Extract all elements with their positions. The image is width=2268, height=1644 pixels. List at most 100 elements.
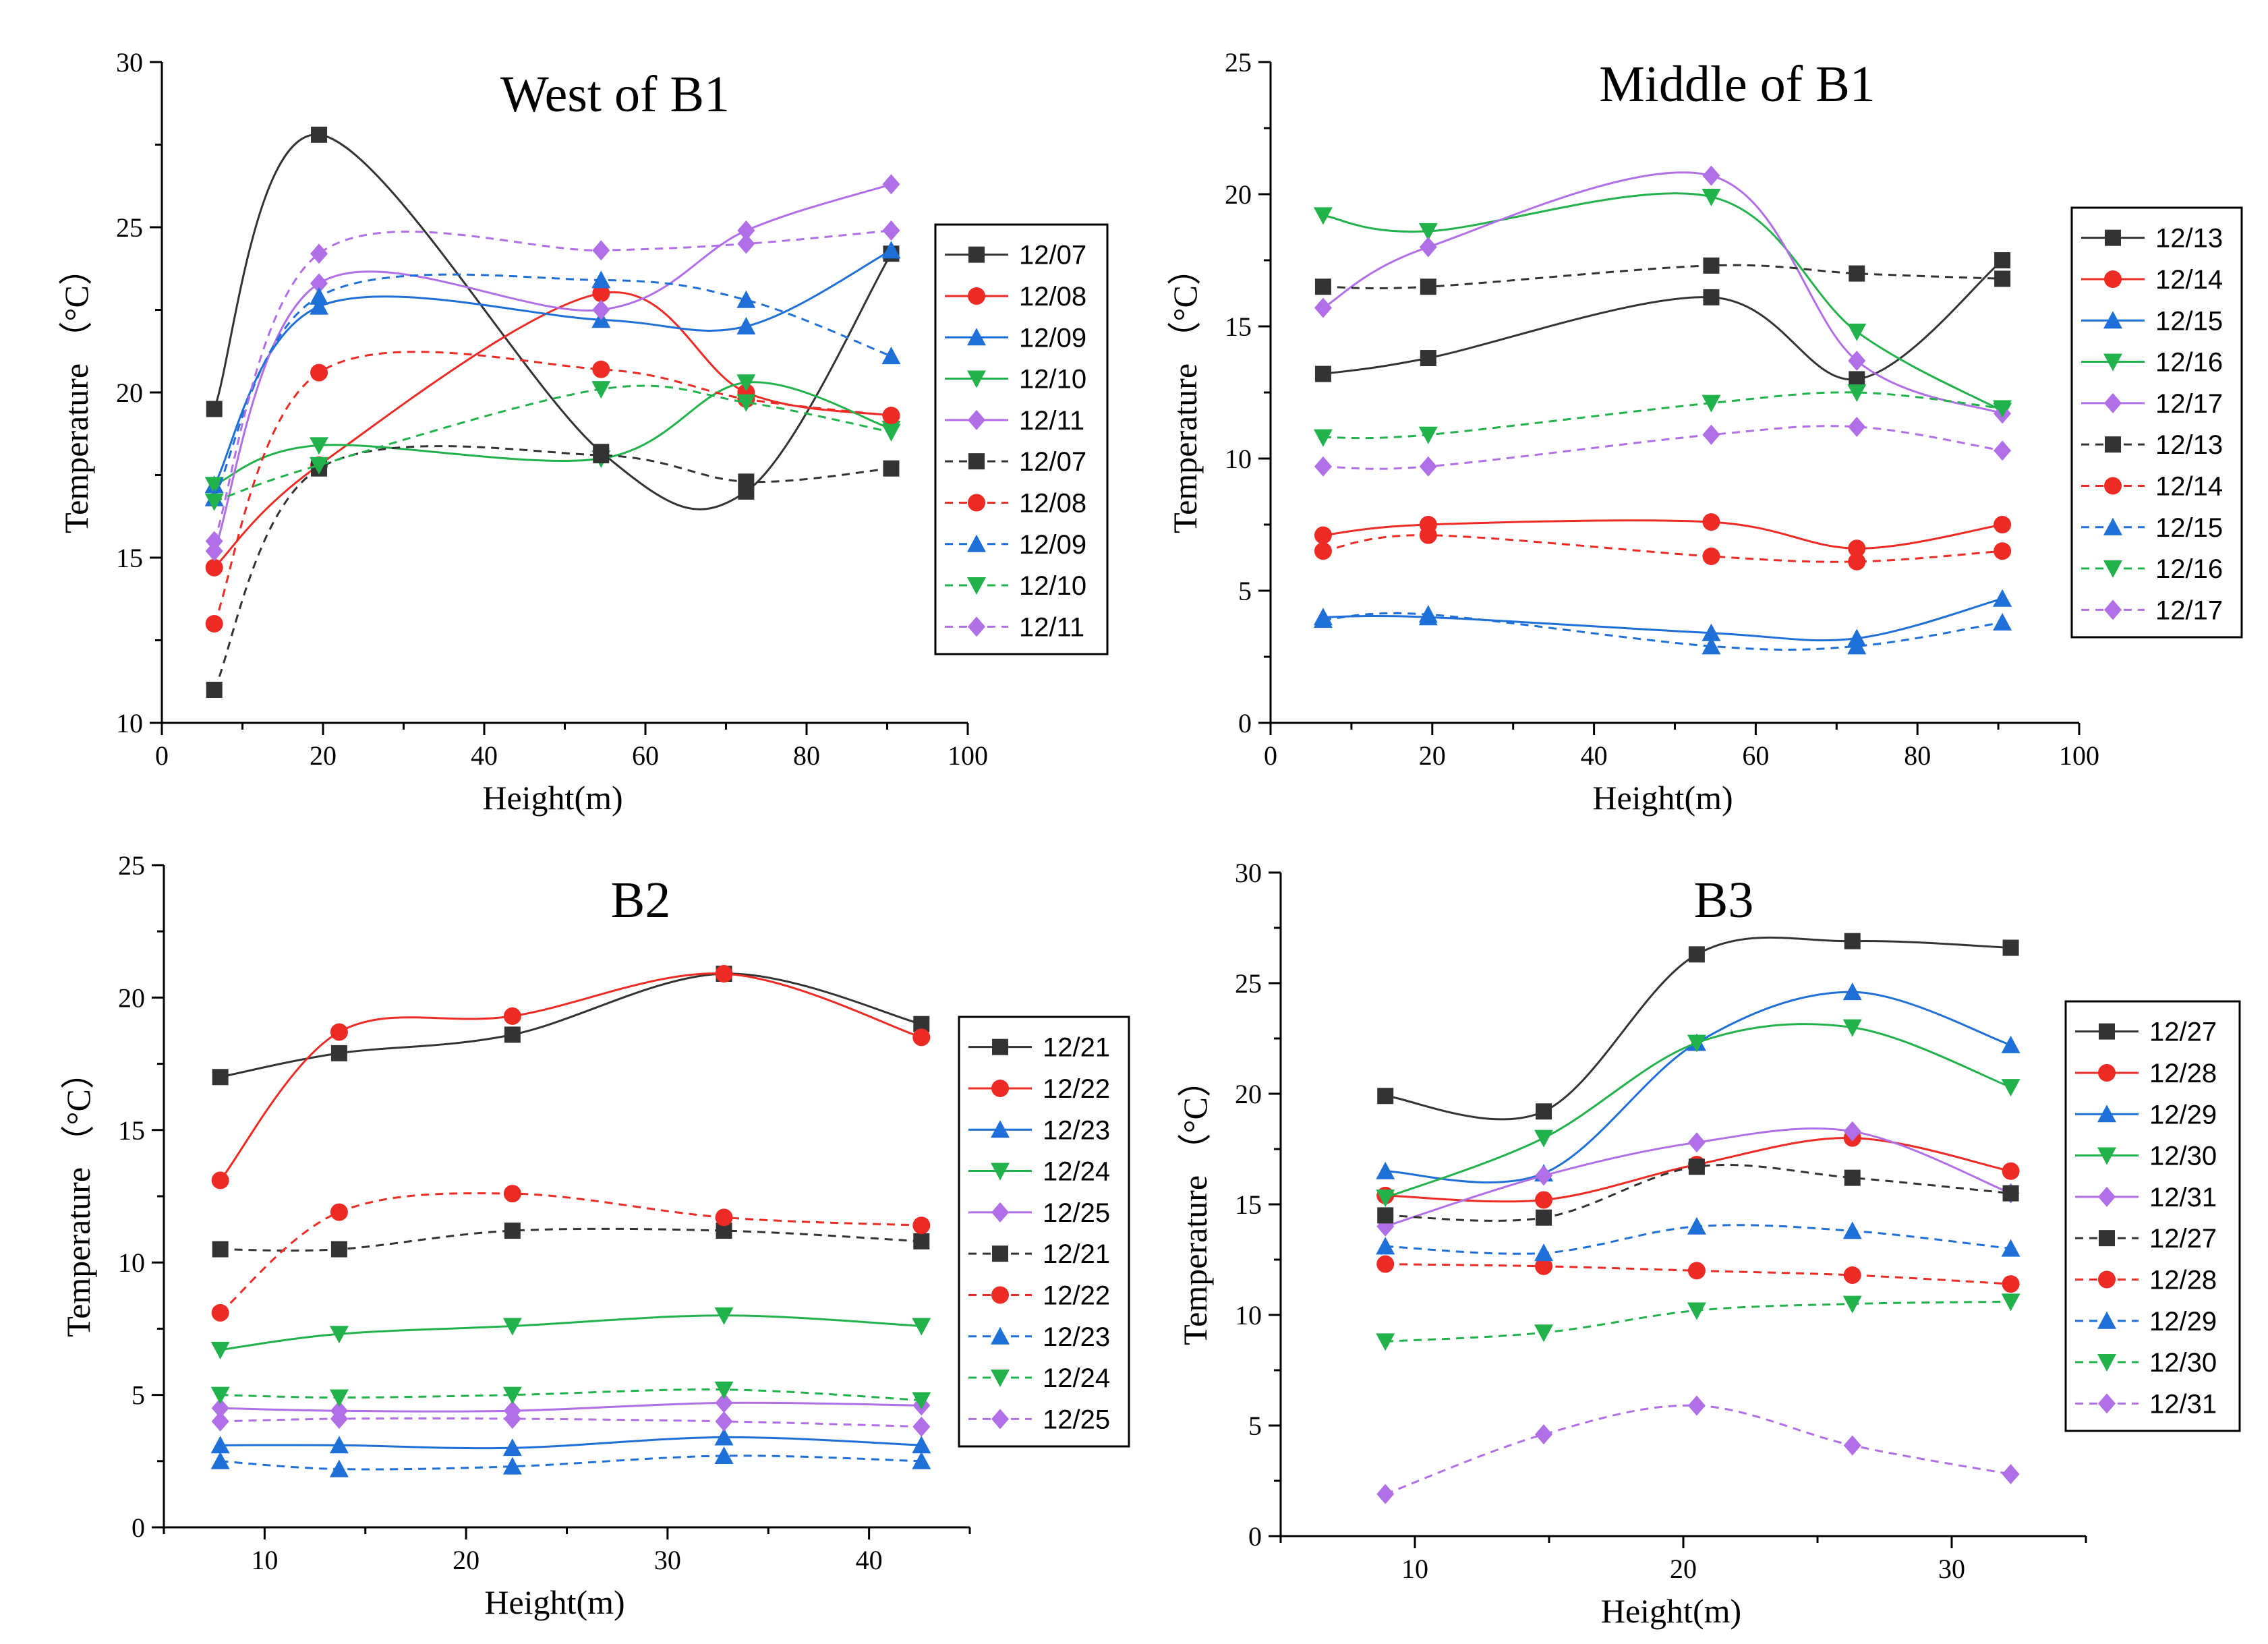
data-point — [1994, 542, 2012, 560]
data-point — [1702, 424, 1720, 445]
legend-label: 12/24 — [1043, 1363, 1110, 1393]
data-point — [714, 1446, 734, 1464]
legend-label: 12/25 — [1043, 1198, 1110, 1228]
x-tick-label: 100 — [2059, 740, 2099, 771]
y-tick-label: 25 — [1235, 968, 1262, 999]
legend-label: 12/13 — [2155, 224, 2223, 254]
data-point — [1847, 384, 1867, 402]
series-line-12-21 — [220, 972, 922, 1078]
series-line-12-22-dashed — [219, 1192, 922, 1314]
data-point — [310, 243, 328, 264]
data-point — [1536, 1209, 1552, 1226]
data-point — [502, 1386, 522, 1405]
data-point — [1376, 1484, 1395, 1504]
data-point — [1687, 1302, 1706, 1320]
data-point — [1702, 188, 1721, 206]
data-point — [1376, 1333, 1395, 1351]
legend-label: 12/29 — [2149, 1100, 2217, 1129]
series-line-12-31-dashed — [1385, 1404, 2011, 1496]
series-line-12-16-dashed — [1322, 391, 2003, 440]
data-point — [2001, 1293, 2020, 1312]
y-tick-label: 10 — [116, 708, 143, 738]
chart-title: Middle of B1 — [1599, 56, 1876, 113]
data-point — [1534, 1243, 1554, 1262]
data-point — [1314, 278, 1331, 295]
data-point — [715, 1208, 733, 1227]
x-tick-label: 40 — [856, 1545, 883, 1575]
legend-label: 12/14 — [2155, 471, 2223, 501]
x-tick-label: 40 — [1581, 740, 1608, 771]
data-point — [736, 317, 756, 334]
series-line-12-08-dashed — [213, 351, 892, 624]
series-line-12-23-dashed — [220, 1455, 922, 1471]
y-tick-label: 5 — [132, 1380, 145, 1411]
data-point — [1993, 400, 2012, 418]
data-point — [1843, 1435, 1861, 1456]
data-point — [736, 374, 756, 392]
legend-marker — [2098, 1393, 2116, 1414]
y-tick-label: 20 — [1235, 1079, 1262, 1109]
series-line-12-24-dashed — [220, 1388, 922, 1401]
series-line-12-21-dashed — [220, 1227, 922, 1252]
legend-label: 12/31 — [2149, 1389, 2217, 1419]
data-point — [329, 1389, 349, 1407]
data-point — [912, 1028, 931, 1047]
data-point — [1847, 323, 1867, 341]
data-point — [1847, 637, 1867, 655]
y-tick-label: 0 — [1238, 708, 1252, 738]
data-point — [1376, 1237, 1395, 1255]
legend-label: 12/10 — [1019, 365, 1086, 394]
series-line-12-07-dashed — [213, 445, 892, 691]
legend-label: 12/13 — [2155, 430, 2223, 460]
chart-title: B3 — [1694, 872, 1754, 929]
data-point — [1702, 548, 1720, 566]
data-point — [2001, 1239, 2020, 1257]
legend-label: 12/08 — [1019, 488, 1086, 518]
y-tick-label: 5 — [1248, 1411, 1262, 1441]
legend-marker — [991, 1326, 1010, 1345]
data-point — [1842, 1295, 1862, 1314]
legend: 12/21 12/22 12/23 12/24 12/25 12/21 12/22 12/23… — [958, 1016, 1130, 1448]
legend-marker — [2099, 1230, 2115, 1247]
data-point — [1534, 1324, 1554, 1343]
legend-marker — [968, 453, 985, 470]
legend-label: 12/28 — [2149, 1059, 2217, 1088]
data-point — [1419, 456, 1437, 477]
series-line-12-07 — [213, 134, 892, 510]
series-line-12-13-dashed — [1322, 264, 2003, 290]
legend-marker — [992, 1245, 1008, 1262]
data-point — [502, 1318, 522, 1336]
x-tick-label: 30 — [1938, 1554, 1965, 1584]
x-axis-label: Height(m) — [482, 779, 622, 817]
legend-marker — [2105, 436, 2121, 453]
data-point — [206, 401, 223, 417]
legend-marker — [967, 534, 986, 552]
legend-marker — [991, 1202, 1009, 1223]
data-point — [2002, 1185, 2019, 1202]
legend-label: 12/15 — [2155, 513, 2223, 543]
legend-marker — [991, 1120, 1010, 1138]
data-point — [1535, 1165, 1553, 1186]
legend-label: 12/16 — [2155, 554, 2223, 584]
legend-marker — [991, 1163, 1010, 1181]
data-point — [1420, 278, 1436, 295]
data-point — [1536, 1103, 1552, 1120]
data-point — [212, 1069, 229, 1086]
data-point — [1703, 257, 1720, 274]
data-point — [330, 1203, 348, 1221]
data-point — [330, 1241, 347, 1258]
data-point — [1843, 1266, 1861, 1284]
data-point — [912, 1318, 931, 1336]
data-point — [504, 1026, 521, 1043]
legend-marker — [968, 616, 985, 637]
data-point — [1313, 610, 1333, 628]
x-tick-label: 20 — [453, 1545, 479, 1575]
legend-label: 12/23 — [1043, 1322, 1110, 1352]
legend-label: 12/11 — [1019, 406, 1084, 436]
data-point — [205, 615, 223, 633]
legend-label: 12/27 — [2149, 1224, 2217, 1254]
legend-marker — [2097, 1311, 2116, 1329]
data-point — [2002, 1162, 2020, 1180]
data-point — [1702, 165, 1720, 186]
legend-label: 12/24 — [1043, 1157, 1110, 1187]
